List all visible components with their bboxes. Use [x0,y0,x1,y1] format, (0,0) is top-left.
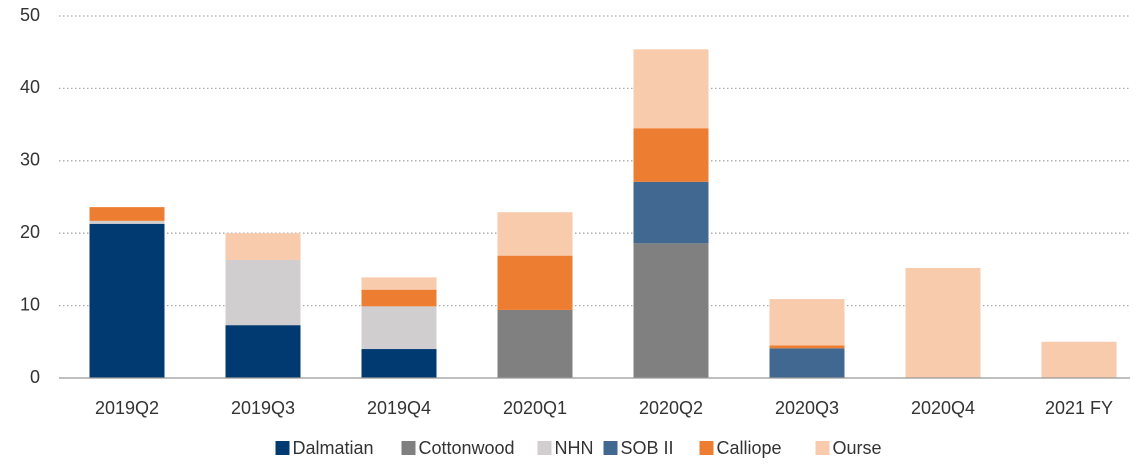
y-tick-label: 0 [30,367,40,387]
y-tick-label: 40 [20,77,40,97]
legend-label: Ourse [833,438,882,458]
bar-segment [633,49,709,129]
bar-segment [1041,341,1117,378]
bar-segment [361,306,437,350]
bar-segment [905,267,981,378]
x-tick-label: 2020Q4 [911,398,975,418]
legend-label: Dalmatian [293,438,374,458]
legend-swatch [537,441,552,455]
x-tick-label: 2020Q3 [775,398,839,418]
bar-segment [361,349,437,378]
legend-swatch [401,441,416,455]
bar-segment [89,223,165,378]
x-tick-label: 2019Q4 [367,398,431,418]
bar-segment [497,212,573,256]
bar-segment [769,345,845,349]
bar-segment [769,348,845,378]
bar-segment [633,128,709,182]
legend-swatch [699,441,714,455]
bar-segment [497,309,573,378]
bar-segment [225,259,301,326]
x-tick-label: 2020Q1 [503,398,567,418]
legend-label: NHN [555,438,594,458]
bar-segment [361,277,437,290]
legend-swatch [815,441,830,455]
legend-swatch [275,441,290,455]
legend-label: SOB II [621,438,674,458]
bar-segment [361,289,437,307]
bar-segment [89,207,165,221]
y-tick-label: 10 [20,294,40,314]
bar-segment [225,233,301,260]
legend-swatch [603,441,618,455]
bar-segment [89,220,165,224]
x-tick-label: 2021 FY [1045,398,1113,418]
bar-segment [633,181,709,244]
x-tick-label: 2019Q3 [231,398,295,418]
y-tick-label: 30 [20,150,40,170]
y-tick-label: 50 [20,5,40,25]
bar-segment [497,255,573,310]
bar-segment [633,243,709,378]
legend-label: Cottonwood [419,438,515,458]
bar-segment [225,325,301,378]
x-tick-label: 2020Q2 [639,398,703,418]
x-tick-label: 2019Q2 [95,398,159,418]
bar-segment [769,299,845,346]
legend-label: Calliope [717,438,782,458]
y-tick-label: 20 [20,222,40,242]
